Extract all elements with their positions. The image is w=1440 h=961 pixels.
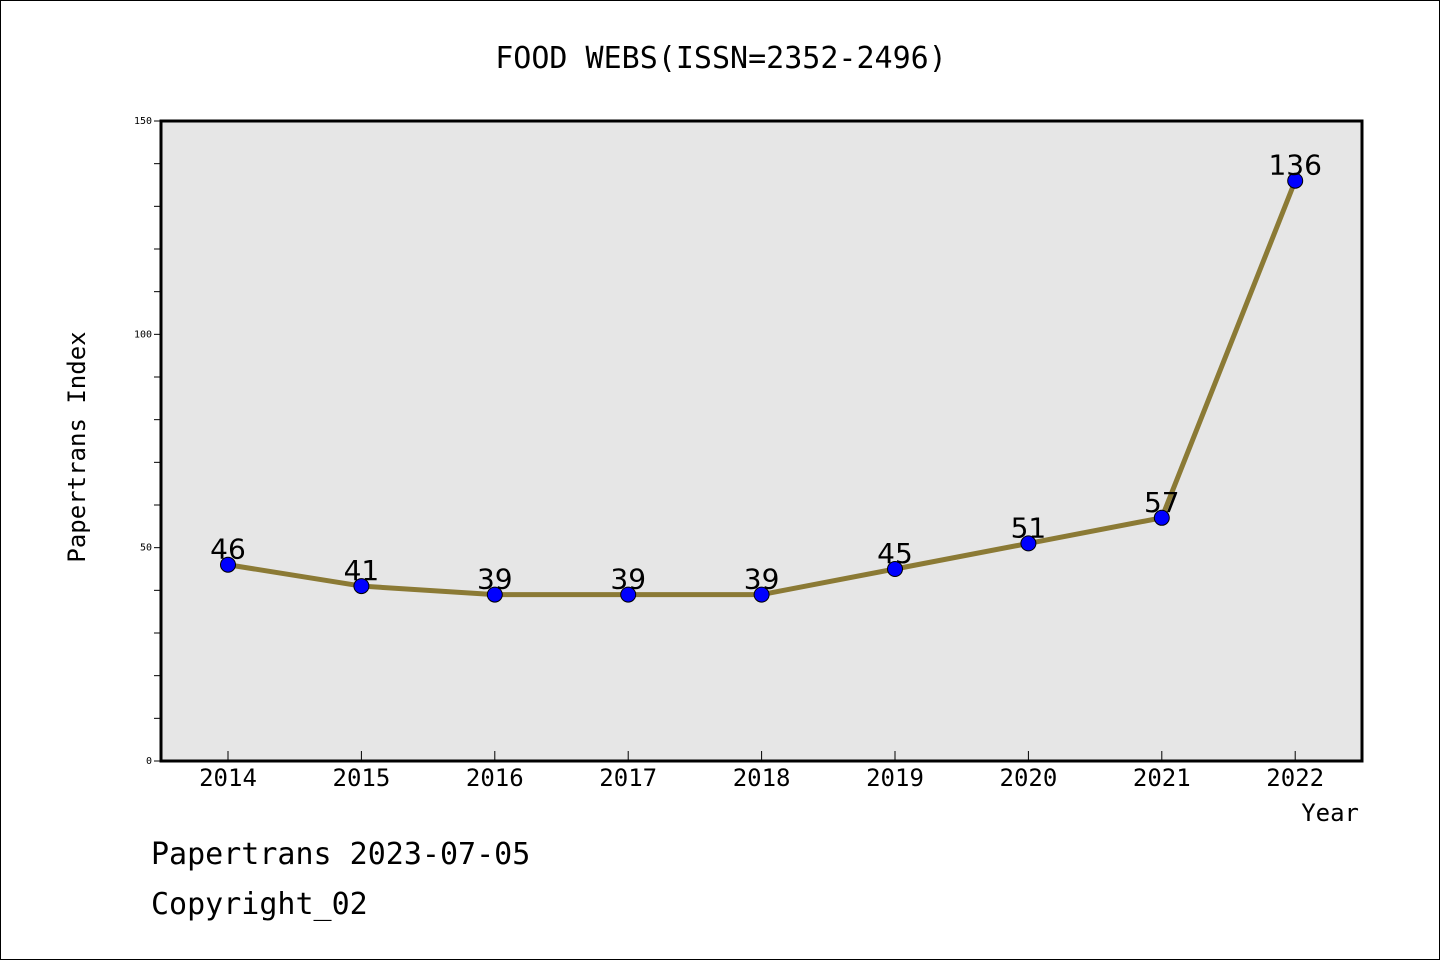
data-point bbox=[1153, 509, 1170, 526]
x-tick-label: 2018 bbox=[733, 764, 791, 792]
y-axis-label: Papertrans Index bbox=[63, 331, 91, 562]
data-label: 46 bbox=[210, 533, 246, 566]
footer-copyright: Copyright_02 bbox=[151, 887, 368, 922]
data-label: 39 bbox=[610, 563, 646, 596]
data-point bbox=[1287, 172, 1304, 189]
y-tick-label: 100 bbox=[134, 329, 152, 340]
data-point bbox=[620, 586, 637, 603]
data-label: 39 bbox=[477, 563, 513, 596]
x-tick-label: 2017 bbox=[599, 764, 657, 792]
data-point bbox=[1020, 535, 1037, 552]
data-label: 41 bbox=[344, 554, 380, 587]
x-tick-label: 2021 bbox=[1133, 764, 1191, 792]
x-axis-ticks: 2014 2015 2016 2017 2018 2019 2020 2021 2022 bbox=[199, 751, 1324, 792]
plot-border bbox=[159, 119, 1364, 763]
x-tick-label: 2022 bbox=[1266, 764, 1324, 792]
y-tick-label: 150 bbox=[134, 116, 152, 127]
x-tick-label: 2020 bbox=[1000, 764, 1058, 792]
data-point bbox=[220, 556, 236, 573]
data-point bbox=[753, 586, 770, 603]
chart-title: FOOD WEBS(ISSN=2352-2496) bbox=[495, 41, 947, 76]
data-point bbox=[486, 586, 503, 603]
y-axis-ticks: 0 50 100 150 bbox=[134, 116, 161, 767]
data-point bbox=[353, 578, 370, 595]
data-label: 45 bbox=[877, 537, 913, 570]
data-label: 57 bbox=[1144, 486, 1180, 519]
data-label: 136 bbox=[1268, 149, 1321, 182]
data-label: 51 bbox=[1011, 511, 1047, 544]
x-tick-label: 2014 bbox=[199, 764, 257, 792]
x-tick-label: 2016 bbox=[466, 764, 524, 792]
data-label: 39 bbox=[744, 563, 780, 596]
series-layer: 46 41 39 39 39 45 51 57 136 bbox=[210, 149, 1322, 603]
plot-area bbox=[161, 121, 1362, 761]
data-point bbox=[887, 561, 903, 577]
x-tick-label: 2019 bbox=[866, 764, 924, 792]
y-tick-label: 50 bbox=[140, 543, 152, 554]
x-axis-label: Year bbox=[1301, 799, 1359, 827]
footer-date: Papertrans 2023-07-05 bbox=[151, 837, 531, 872]
y-tick-label: 0 bbox=[146, 756, 152, 767]
x-tick-label: 2015 bbox=[333, 764, 391, 792]
